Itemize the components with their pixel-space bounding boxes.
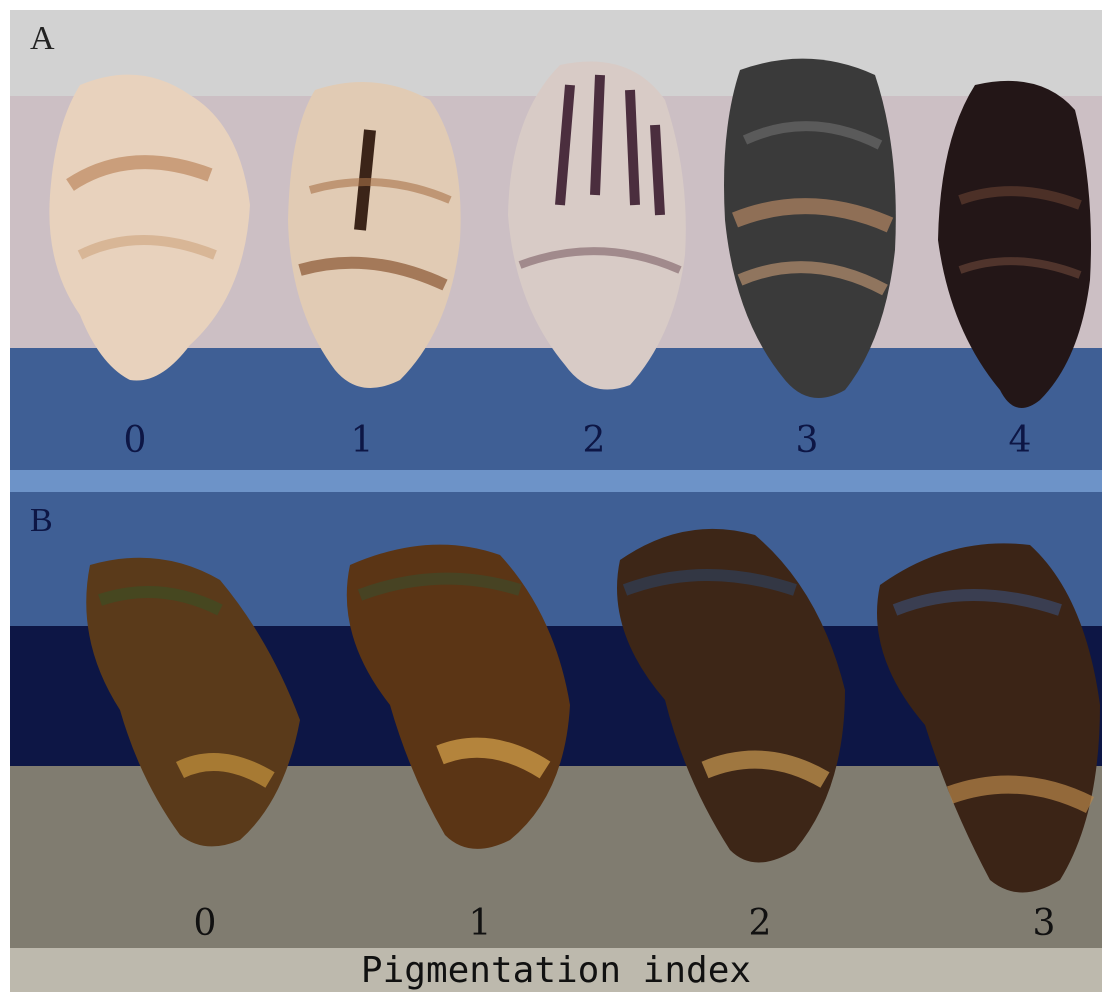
oyster-a-3 [715,50,900,410]
bg-band-bottom [10,948,1102,992]
bg-band-light-blue [10,470,1102,492]
oyster-a-2 [500,55,690,400]
label-b-1: 1 [468,903,492,944]
oyster-b-2 [605,520,855,875]
label-b-0: 0 [193,903,217,944]
label-b-2: 2 [748,903,772,944]
label-a-1: 1 [350,420,374,461]
oyster-a-0 [40,65,250,385]
figure-frame: A 0 1 2 3 4 B 0 1 2 3 Pigmentation index [10,10,1102,992]
label-a-0: 0 [123,420,147,461]
oyster-b-3 [870,535,1102,905]
label-a-3: 3 [795,420,819,461]
oyster-a-1 [280,70,465,400]
oyster-b-0 [70,550,330,855]
label-a-4: 4 [1008,420,1032,461]
oyster-b-1 [330,535,575,860]
panel-a-letter: A [30,20,55,57]
panel-b-letter: B [30,502,53,539]
label-a-2: 2 [582,420,606,461]
axis-caption: Pigmentation index [360,950,752,991]
oyster-a-4 [930,70,1095,420]
label-b-3: 3 [1032,903,1056,944]
bg-band-blue-a [10,348,1102,470]
